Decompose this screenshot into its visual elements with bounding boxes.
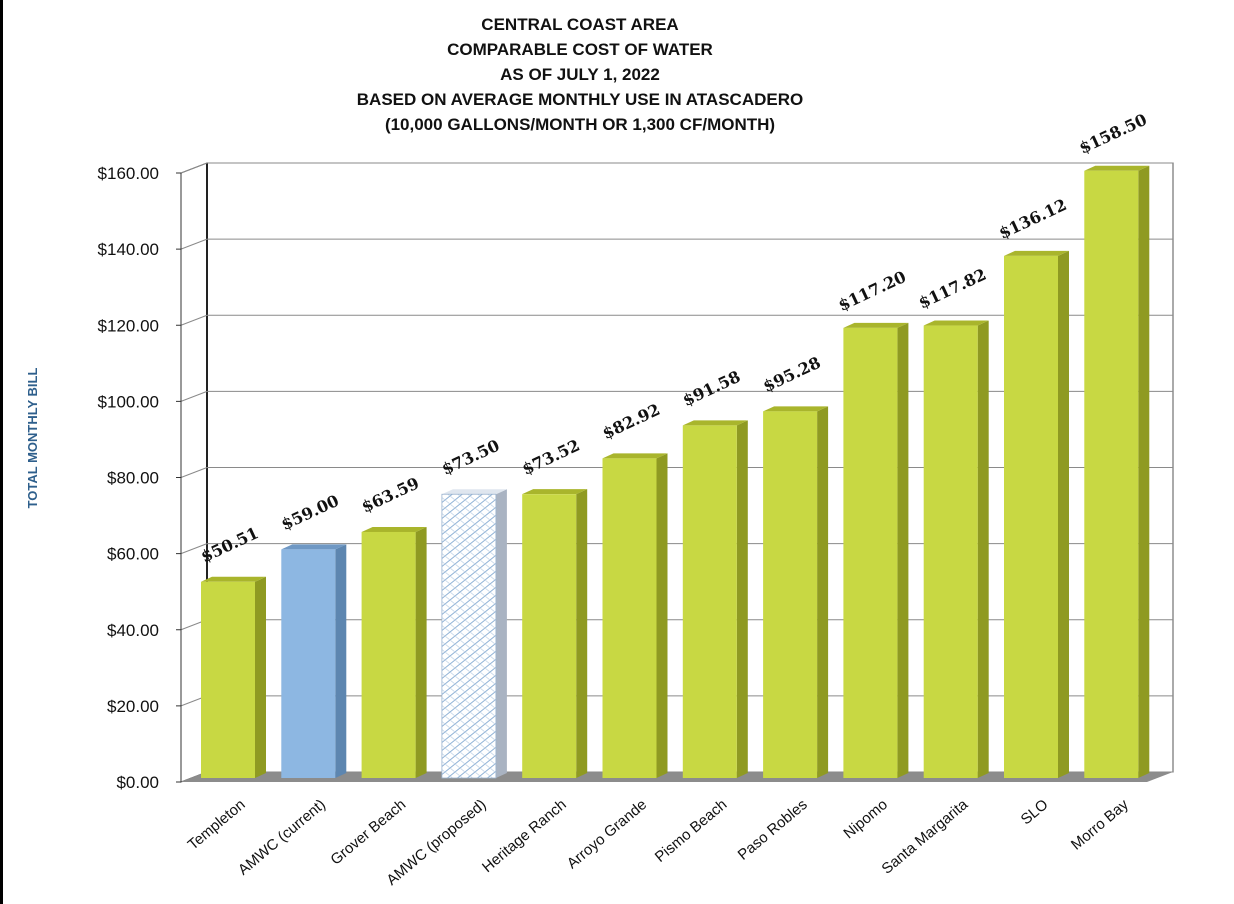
bar-top [602, 453, 668, 459]
bar-top [361, 526, 427, 532]
bar-top [1004, 250, 1069, 256]
bar-front [201, 581, 255, 778]
title-line-4: BASED ON AVERAGE MONTHLY USE IN ATASCADE… [356, 90, 804, 109]
y-tick-label: $100.00 [98, 392, 159, 411]
bar-front [281, 549, 336, 778]
bar-side [977, 320, 989, 778]
category-label: AMWC (current) [235, 796, 329, 879]
bar-side [576, 489, 588, 778]
bar-9 [923, 320, 989, 778]
bar-front [682, 425, 737, 778]
bar-side [335, 544, 347, 778]
bar-3 [441, 489, 507, 779]
bar-top [923, 320, 989, 326]
bar-side [817, 406, 829, 778]
bar-side [1058, 250, 1069, 778]
y-tick-label: $20.00 [107, 697, 159, 716]
title-line-5: (10,000 GALLONS/MONTH OR 1,300 CF/MONTH) [384, 115, 776, 134]
left-border [0, 0, 3, 904]
gridline-side [180, 543, 208, 555]
bar-7 [763, 406, 829, 778]
gridline-side [180, 162, 208, 174]
y-tick-label: $80.00 [107, 469, 159, 488]
bar-front [923, 325, 978, 778]
bar-side [736, 420, 748, 778]
bar-top [682, 420, 748, 426]
gridline-side [180, 238, 208, 250]
data-label: $158.50 [1076, 110, 1150, 158]
chart-title: CENTRAL COAST AREA COMPARABLE COST OF WA… [230, 12, 930, 137]
gridline-side [180, 314, 208, 326]
y-axis-label: TOTAL MONTHLY BILL [25, 368, 40, 509]
category-label: SLO [1018, 796, 1052, 828]
bar-2 [361, 526, 427, 778]
category-label: Heritage Ranch [479, 796, 570, 876]
bar-front [763, 411, 818, 778]
category-label: Grover Beach [327, 796, 409, 869]
bar-side [495, 489, 507, 778]
bar-front [602, 458, 657, 778]
bar-1 [281, 544, 347, 778]
bar-front [1084, 170, 1139, 779]
bar-0 [201, 576, 266, 778]
y-tick-label: $120.00 [98, 316, 159, 335]
y-tick-label: $0.00 [116, 773, 159, 792]
bar-side [1138, 165, 1150, 779]
category-label: Templeton [185, 796, 249, 854]
title-line-3: AS OF JULY 1, 2022 [500, 65, 660, 84]
y-axis-ticks: $0.00 $20.00 $40.00 $60.00 $80.00 $100.00 $120… [98, 164, 159, 792]
bar-front [441, 493, 497, 779]
bar-top [441, 489, 507, 495]
y-tick-label: $40.00 [107, 621, 159, 640]
y-tick-label: $160.00 [98, 164, 159, 183]
category-label: Arroyo Grande [564, 796, 650, 872]
category-label: Morro Bay [1068, 796, 1132, 854]
y-tick-label: $140.00 [98, 240, 159, 259]
bar-top [1084, 165, 1150, 171]
bar-11 [1084, 165, 1150, 779]
bar-top [281, 544, 347, 550]
bar-side [415, 526, 427, 778]
bar-top [201, 576, 266, 582]
bar-side [656, 453, 668, 778]
bar-top [843, 322, 909, 328]
category-label: Nipomo [840, 796, 891, 842]
bars [201, 165, 1150, 779]
bar-top [522, 489, 588, 495]
gridline-side [180, 390, 208, 402]
title-line-1: CENTRAL COAST AREA [481, 15, 679, 34]
bar-8 [843, 322, 909, 778]
bar-top [763, 406, 829, 412]
title-line-2: COMPARABLE COST OF WATER [447, 40, 713, 59]
bar-10 [1004, 250, 1069, 778]
bar-5 [602, 453, 668, 778]
category-label: Santa Margarita [879, 796, 972, 878]
bar-4 [522, 489, 588, 778]
bar-front [522, 494, 577, 778]
bar-6 [682, 420, 748, 778]
category-label: Paso Robles [735, 796, 811, 864]
gridline-side [180, 467, 208, 478]
y-tick-label: $60.00 [107, 545, 159, 564]
bar-side [897, 322, 909, 778]
bar-front [1004, 255, 1058, 778]
bar-front [843, 327, 898, 778]
bar-side [255, 576, 266, 778]
bar-front [361, 531, 416, 778]
category-label: Pismo Beach [652, 796, 731, 866]
